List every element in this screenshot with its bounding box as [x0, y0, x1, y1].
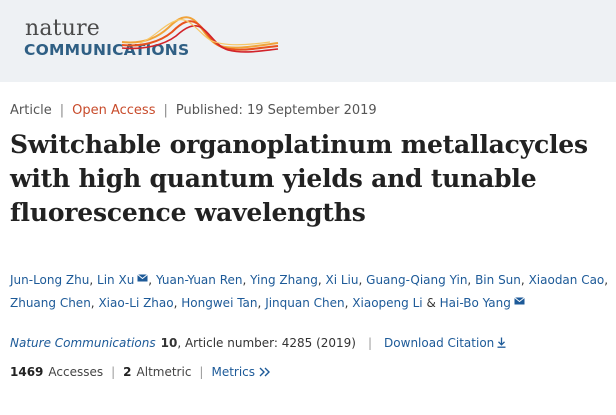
- mail-icon[interactable]: [137, 274, 149, 282]
- open-access-label[interactable]: Open Access: [72, 102, 156, 118]
- author-list: Jun-Long Zhu, Lin Xu, Yuan-Yuan Ren, Yin…: [10, 269, 610, 315]
- metrics-link-label: Metrics: [211, 365, 256, 379]
- author-separator: ,: [604, 273, 609, 287]
- author-separator: ,: [467, 273, 472, 287]
- logo-waves-icon: [121, 16, 279, 53]
- author-link[interactable]: Jinquan Chen: [265, 296, 345, 310]
- author-separator: ,: [242, 273, 247, 287]
- article-title: Switchable organoplatinum metallacycles …: [10, 130, 588, 227]
- author-separator-ampersand: &: [426, 296, 436, 310]
- author-link[interactable]: Xiao-Li Zhao: [98, 296, 174, 310]
- author-separator: ,: [520, 273, 525, 287]
- metrics-divider: |: [199, 365, 204, 379]
- author-link[interactable]: Hai-Bo Yang: [439, 296, 511, 310]
- masthead: nature COMMUNICATIONS: [0, 0, 616, 82]
- logo-word-communications: COMMUNICATIONS: [24, 41, 190, 59]
- author-link[interactable]: Xiaodan Cao: [528, 273, 605, 287]
- author-separator: ,: [257, 296, 262, 310]
- article-meta-row: Article | Open Access | Published: 19 Se…: [10, 101, 377, 119]
- accesses-label: Accesses: [48, 365, 104, 379]
- altmetric-label: Altmetric: [136, 365, 192, 379]
- metrics-divider: |: [111, 365, 116, 379]
- author-separator: ,: [89, 273, 94, 287]
- author-link[interactable]: Lin Xu: [97, 273, 135, 287]
- citation-divider: |: [368, 336, 373, 350]
- author-link[interactable]: Hongwei Tan: [181, 296, 258, 310]
- published-date: Published: 19 September 2019: [175, 102, 377, 118]
- download-icon: [497, 337, 506, 348]
- author-separator: ,: [148, 273, 153, 287]
- author-link[interactable]: Jun-Long Zhu: [10, 273, 90, 287]
- author-link[interactable]: Zhuang Chen: [10, 296, 91, 310]
- meta-divider: |: [59, 102, 65, 118]
- metrics-link[interactable]: Metrics: [211, 365, 270, 379]
- author-link[interactable]: Xiaopeng Li: [352, 296, 423, 310]
- download-citation-link[interactable]: Download Citation: [384, 336, 506, 350]
- double-chevron-right-icon: [259, 367, 270, 377]
- meta-divider: |: [163, 102, 168, 118]
- metrics-row: 1469 Accesses | 2 Altmetric | Metrics: [10, 365, 270, 379]
- mail-icon[interactable]: [514, 297, 525, 305]
- article-number: , Article number: 4285 (2019): [177, 336, 356, 350]
- citation-row: Nature Communications 10 , Article numbe…: [10, 336, 506, 350]
- author-link[interactable]: Yuan-Yuan Ren: [155, 273, 243, 287]
- article-type: Article: [10, 102, 52, 118]
- journal-name[interactable]: Nature Communications: [10, 336, 156, 350]
- author-separator: ,: [317, 273, 322, 287]
- author-link[interactable]: Guang-Qiang Yin: [366, 273, 468, 287]
- logo-word-nature: nature: [25, 16, 101, 41]
- author-separator: ,: [173, 296, 178, 310]
- nature-communications-logo[interactable]: nature COMMUNICATIONS: [20, 8, 280, 68]
- altmetric-count: 2: [123, 365, 132, 379]
- author-link[interactable]: Xi Liu: [325, 273, 359, 287]
- volume-number: 10: [160, 336, 178, 350]
- author-separator: ,: [358, 273, 363, 287]
- author-separator: ,: [344, 296, 349, 310]
- author-link[interactable]: Ying Zhang: [250, 273, 318, 287]
- accesses-count: 1469: [10, 365, 44, 379]
- author-link[interactable]: Bin Sun: [475, 273, 521, 287]
- download-citation-label: Download Citation: [384, 336, 495, 350]
- author-separator: ,: [90, 296, 95, 310]
